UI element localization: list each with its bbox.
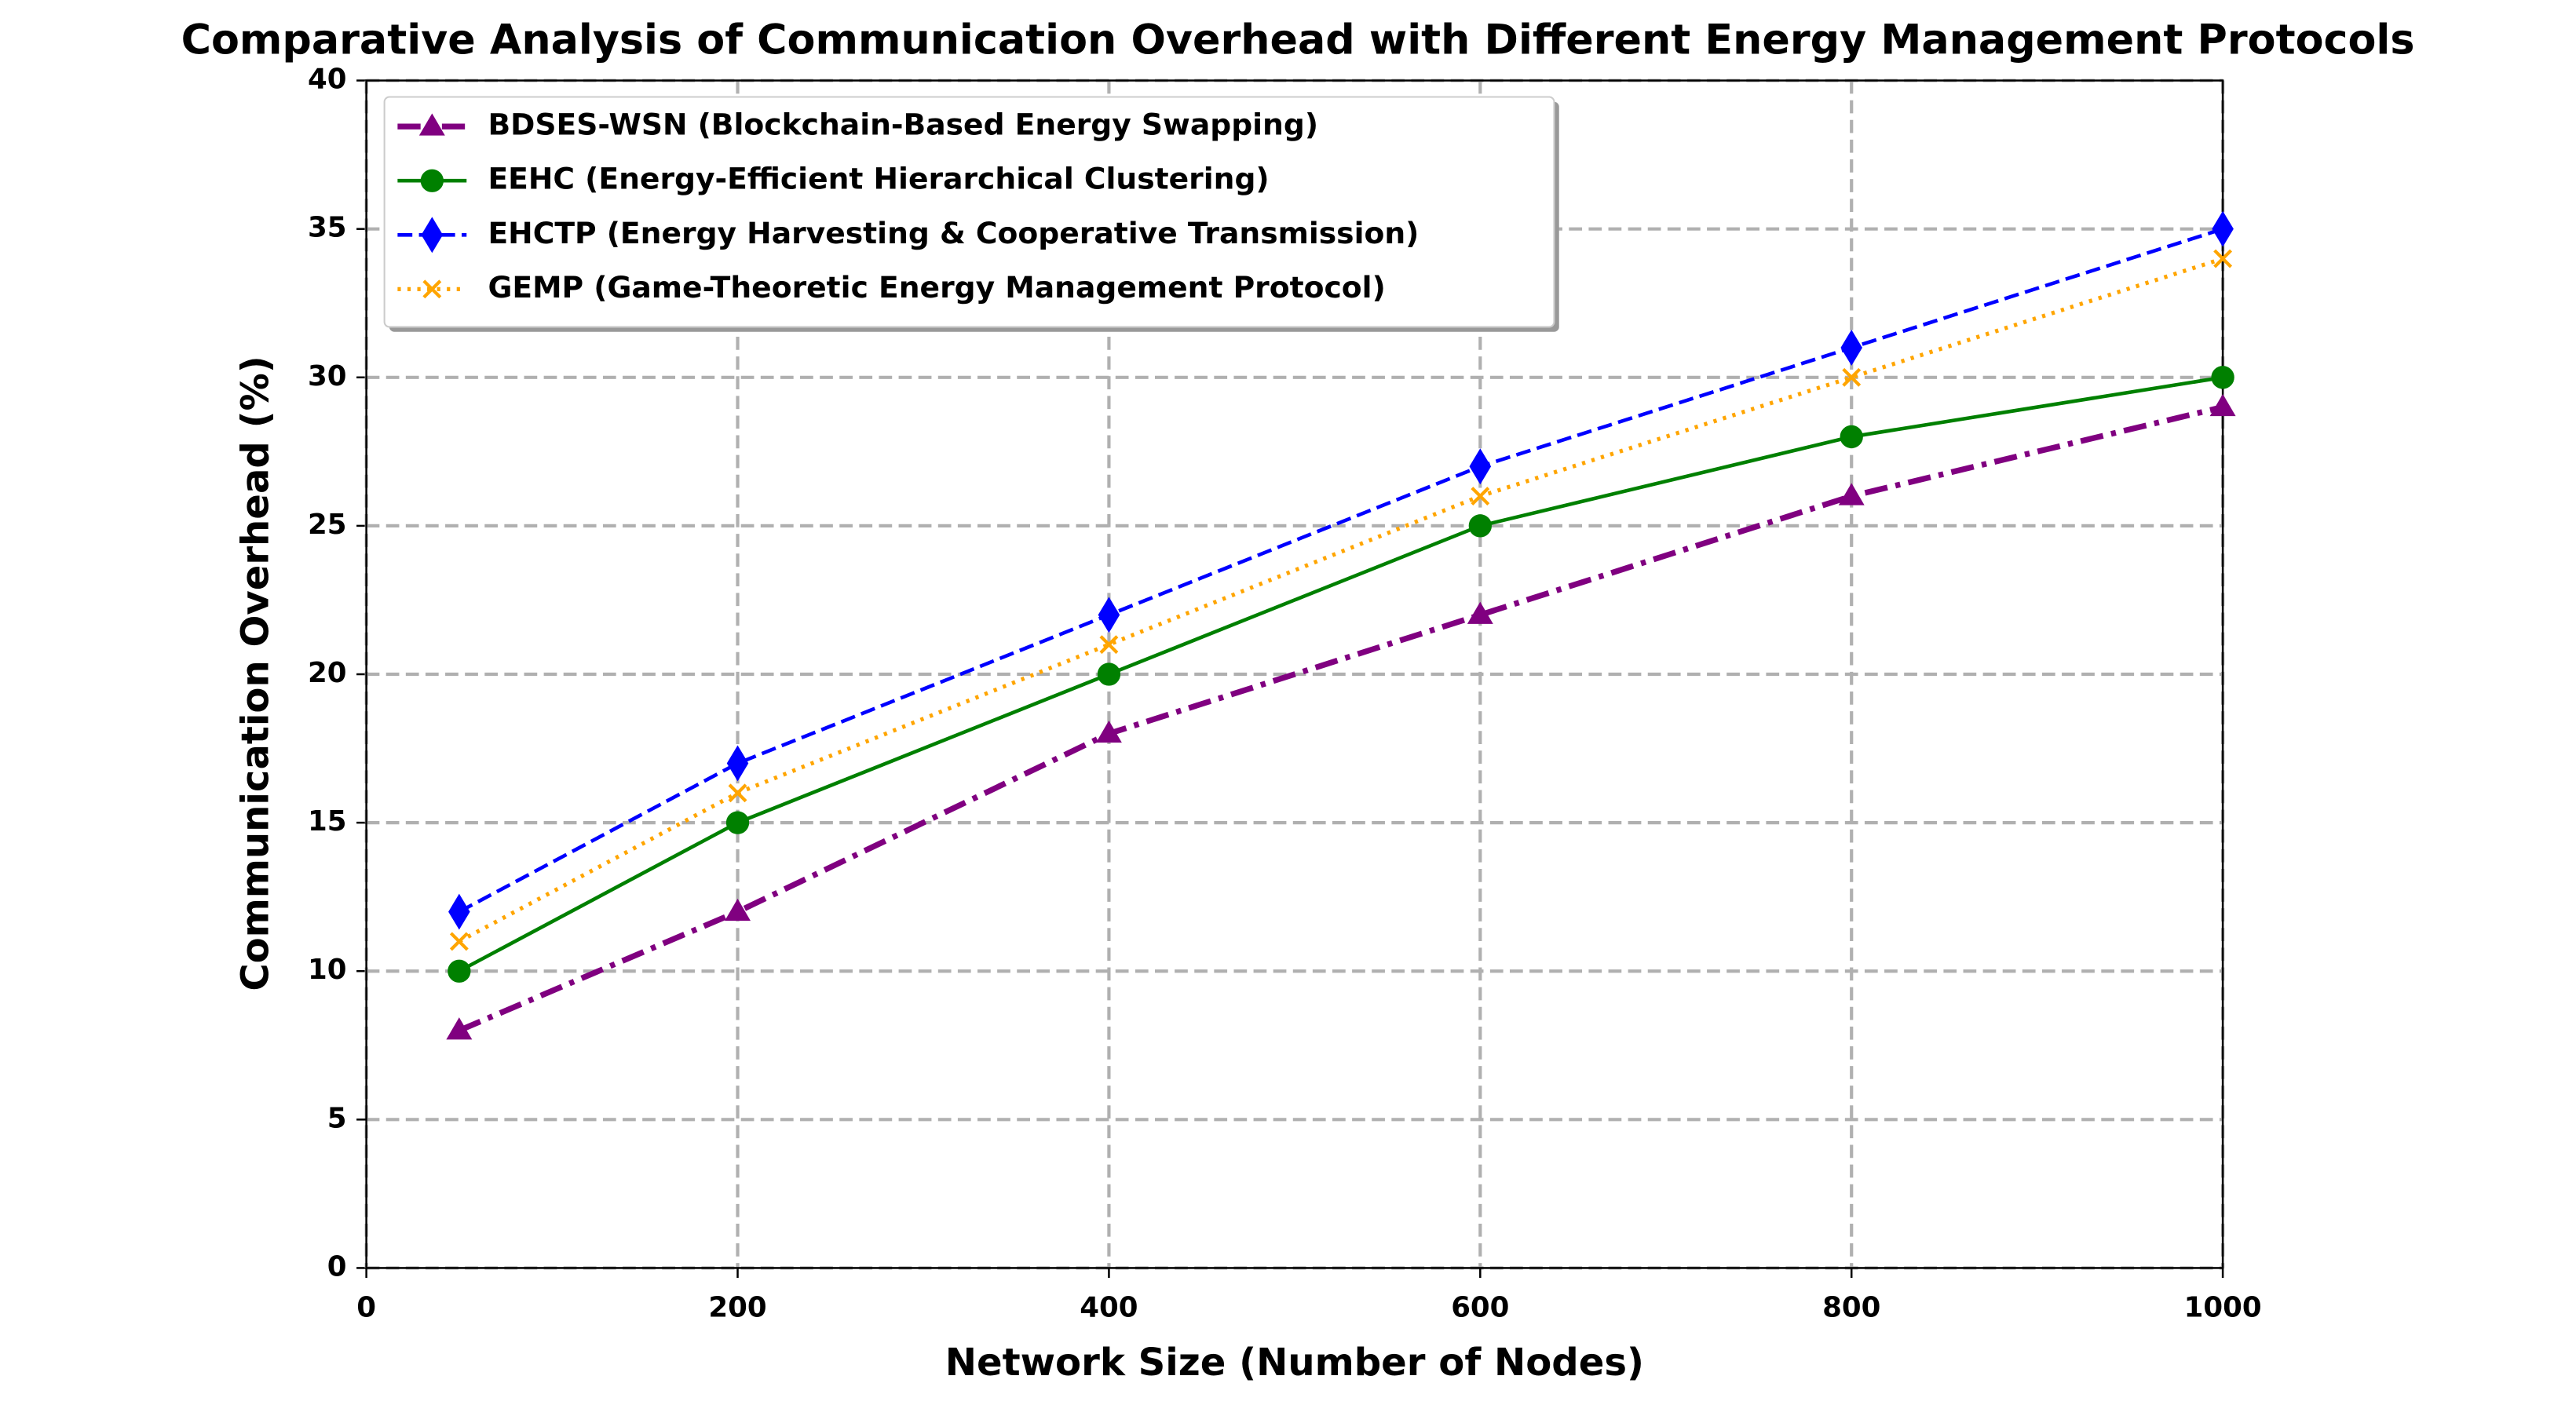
y-tick-label: 35 (308, 212, 347, 244)
marker (726, 745, 749, 782)
x-tick-label: 1000 (2184, 1292, 2262, 1324)
y-tick-label: 15 (308, 805, 347, 838)
marker (1842, 367, 1862, 387)
marker (1467, 601, 1493, 624)
y-tick-label: 5 (327, 1102, 347, 1134)
legend-box (383, 96, 1555, 328)
marker (1471, 487, 1490, 506)
marker (2209, 393, 2236, 417)
marker (449, 932, 469, 951)
marker (421, 217, 444, 254)
marker (725, 898, 751, 921)
marker (420, 169, 444, 192)
y-tick-label: 20 (308, 657, 347, 689)
legend-label: EHCTP (Energy Harvesting & Cooperative T… (488, 216, 1419, 250)
marker (448, 893, 470, 930)
marker (1469, 448, 1492, 485)
plot-frame (365, 79, 2224, 1269)
y-tick-label: 30 (308, 360, 347, 392)
marker (1838, 483, 1865, 505)
y-tick-label: 25 (308, 509, 347, 541)
marker (2213, 249, 2233, 268)
series-line (458, 257, 2223, 943)
legend-label: GEMP (Game-Theoretic Energy Management P… (488, 270, 1385, 305)
marker (2211, 366, 2234, 389)
marker (422, 279, 442, 299)
x-tick-label: 200 (708, 1292, 766, 1324)
series-line (458, 375, 2223, 973)
x-tick-label: 800 (1822, 1292, 1880, 1324)
marker (1095, 720, 1122, 743)
x-tick-label: 600 (1451, 1292, 1509, 1324)
marker (728, 783, 747, 803)
x-axis-label: Network Size (Number of Nodes) (945, 1341, 1644, 1385)
marker (725, 811, 750, 834)
marker (1468, 514, 1492, 538)
marker (1097, 662, 1121, 686)
marker (2212, 210, 2234, 247)
series-line (458, 227, 2223, 914)
legend-label: EEHC (Energy-Efficient Hierarchical Clus… (488, 162, 1269, 196)
marker (446, 1017, 473, 1040)
marker (1840, 425, 1863, 449)
x-tick-label: 0 (356, 1292, 376, 1324)
marker (1840, 330, 1862, 366)
legend: BDSES-WSN (Blockchain-Based Energy Swapp… (383, 96, 1559, 332)
marker (418, 113, 445, 136)
series-line (458, 404, 2223, 1034)
legend-label: BDSES-WSN (Blockchain-Based Energy Swapp… (488, 108, 1318, 142)
y-tick-label: 10 (308, 954, 347, 986)
x-tick-label: 400 (1080, 1292, 1138, 1324)
marker (448, 959, 471, 983)
marker (1098, 597, 1120, 633)
y-tick-label: 40 (308, 64, 347, 96)
marker (1099, 635, 1119, 655)
y-tick-label: 0 (327, 1250, 347, 1283)
chart-title: Comparative Analysis of Communication Ov… (181, 16, 2415, 64)
y-axis-label: Communication Overhead (%) (234, 356, 278, 991)
